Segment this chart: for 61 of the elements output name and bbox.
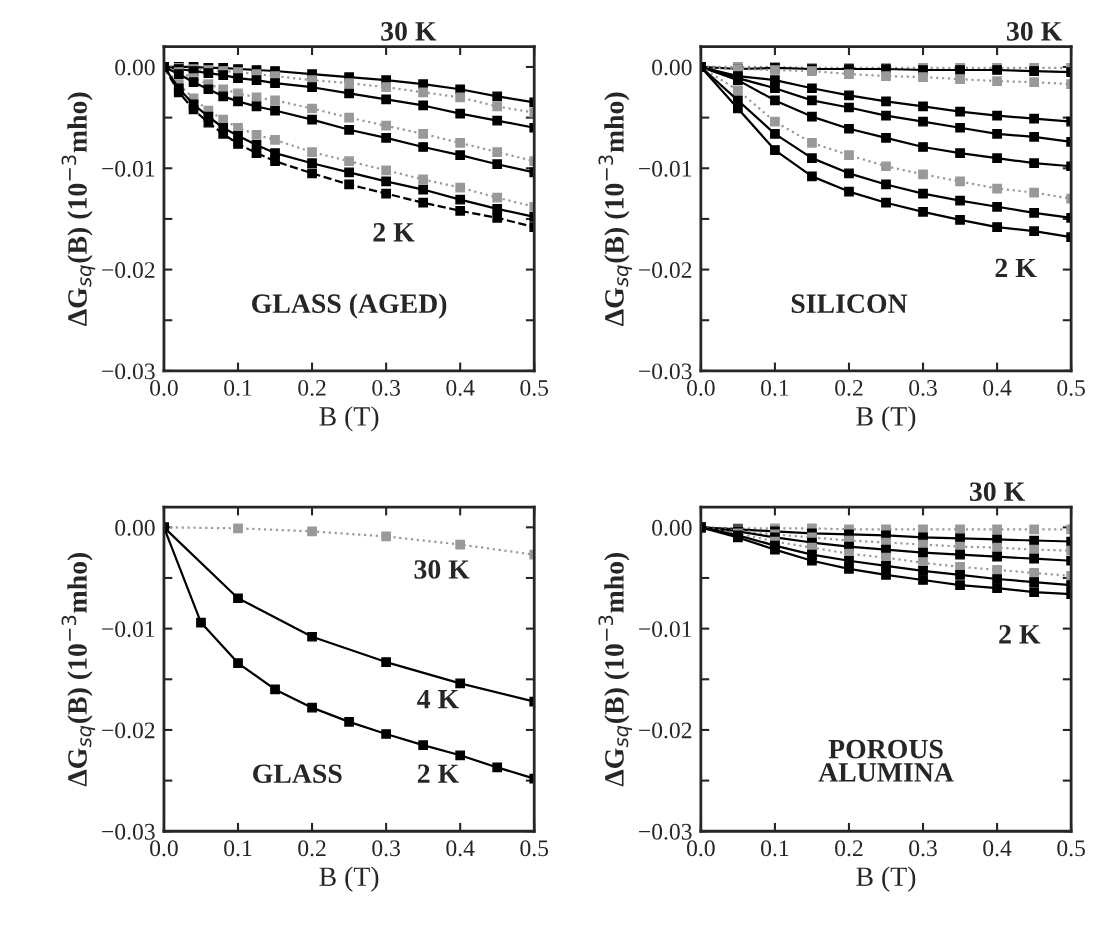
x-tick-label: 0.3 [909,840,937,857]
x-tick-label: 0.2 [835,379,863,396]
x-tick-label: 0.2 [835,840,863,857]
text: 30 K [381,21,437,41]
annotation: 2 K [999,625,1041,644]
y-tick-label: 0.00 [652,59,692,76]
annotation: 2 K [417,764,459,783]
y-tick-label: 0.00 [652,519,692,536]
x-tick-label: 0.2 [298,379,326,396]
y-tick-label: −0.01 [639,160,692,177]
x-tick-label: 0.5 [520,379,549,396]
annotation: 30 K [414,560,470,579]
y-tick-label: −0.03 [102,363,155,380]
x-tick-label: 0.1 [224,840,252,857]
x-tick-label: 0.4 [446,840,475,857]
y-tick-label: −0.02 [102,722,155,739]
x-tick-label: 0.0 [150,840,178,857]
x-tick-label: 0.3 [372,379,400,396]
x-tick-label: 0.0 [687,840,715,857]
y-axis-title: ΔG$_{sq}$(B) (10$^{−3}$mho) [598,552,633,787]
x-tick-label: 0.5 [1057,840,1085,857]
y-tick-label: −0.02 [639,262,692,279]
x-tick-label: 0.1 [761,379,789,396]
annotation: 2 K [373,223,415,242]
x-tick-label: 0.1 [761,840,789,857]
y-tick-label: −0.03 [639,823,692,840]
annotation: GLASS [253,764,342,784]
x-tick-label: 0.3 [909,379,937,396]
x-axis-title: B (T) [319,866,379,892]
annotation: 4 K [417,689,459,709]
x-tick-label: 0.5 [520,840,549,857]
y-tick-label: 0.00 [115,59,155,76]
x-tick-label: 0.3 [372,840,400,857]
y-tick-label: −0.02 [102,262,155,279]
x-axis-title: B (T) [856,406,916,432]
y-axis-title: ΔG$_{sq}$(B) (10$^{−3}$mho) [598,92,633,326]
y-tick-label: −0.02 [639,722,692,739]
x-axis-title: B (T) [856,866,916,892]
y-tick-label: −0.01 [639,621,692,638]
x-tick-label: 0.5 [1057,379,1085,396]
y-tick-label: −0.01 [102,621,155,638]
y-tick-label: −0.03 [102,823,155,840]
text: 30 K [969,482,1026,502]
annotation: POROUS ALUMINA [818,739,954,782]
x-tick-label: 0.0 [687,379,715,396]
x-tick-label: 0.1 [224,379,252,396]
y-axis-title: ΔG$_{sq}$(B) (10$^{−3}$mho) [61,92,96,326]
annotation: SILICON [791,294,908,314]
text: 30 K [1006,21,1063,41]
annotation: 2 K [995,258,1037,278]
y-tick-label: −0.03 [639,363,692,380]
x-axis-title: B (T) [319,406,379,432]
y-tick-label: −0.01 [102,160,155,177]
x-tick-label: 0.4 [446,379,475,396]
x-tick-label: 0.0 [150,379,178,396]
y-axis-title: ΔG$_{sq}$(B) (10$^{−3}$mho) [61,552,96,787]
annotation: GLASS (AGED) [252,293,447,319]
x-tick-label: 0.4 [983,379,1012,396]
x-tick-label: 0.4 [983,840,1012,857]
y-tick-label: 0.00 [115,519,155,536]
x-tick-label: 0.2 [298,840,326,857]
